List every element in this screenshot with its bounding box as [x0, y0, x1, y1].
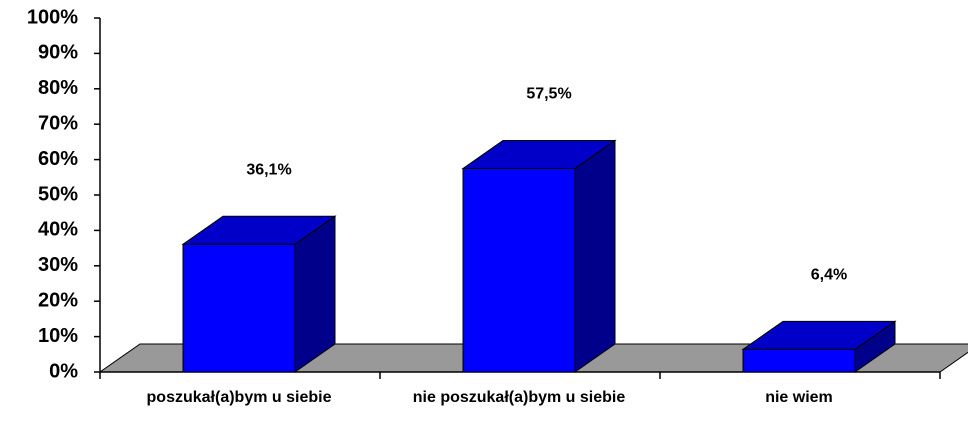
value-label: 57,5% — [526, 86, 571, 103]
bar-side — [574, 139, 616, 373]
bar — [461, 139, 617, 373]
bar — [181, 215, 337, 373]
bar-front — [462, 167, 576, 373]
y-tick-label: 70% — [38, 112, 78, 134]
x-tick-label: nie wiem — [765, 389, 833, 406]
y-tick-label: 10% — [38, 325, 78, 347]
y-tick-label: 80% — [38, 77, 78, 99]
bar-front — [742, 348, 856, 373]
y-tick-label: 60% — [38, 148, 78, 170]
y-tick-label: 0% — [49, 360, 78, 382]
y-tick-label: 50% — [38, 183, 78, 205]
y-tick-label: 90% — [38, 42, 78, 64]
y-tick-label: 20% — [38, 289, 78, 311]
y-tick-label: 30% — [38, 254, 78, 276]
x-tick-label: nie poszukał(a)bym u siebie — [412, 389, 626, 406]
x-tick-label: poszukał(a)bym u siebie — [146, 389, 332, 406]
bar — [741, 320, 897, 373]
bar-front — [182, 243, 296, 373]
y-tick-label: 100% — [27, 6, 78, 28]
value-label: 6,4% — [811, 267, 847, 284]
y-tick-label: 40% — [38, 219, 78, 241]
value-label: 36,1% — [246, 161, 291, 178]
